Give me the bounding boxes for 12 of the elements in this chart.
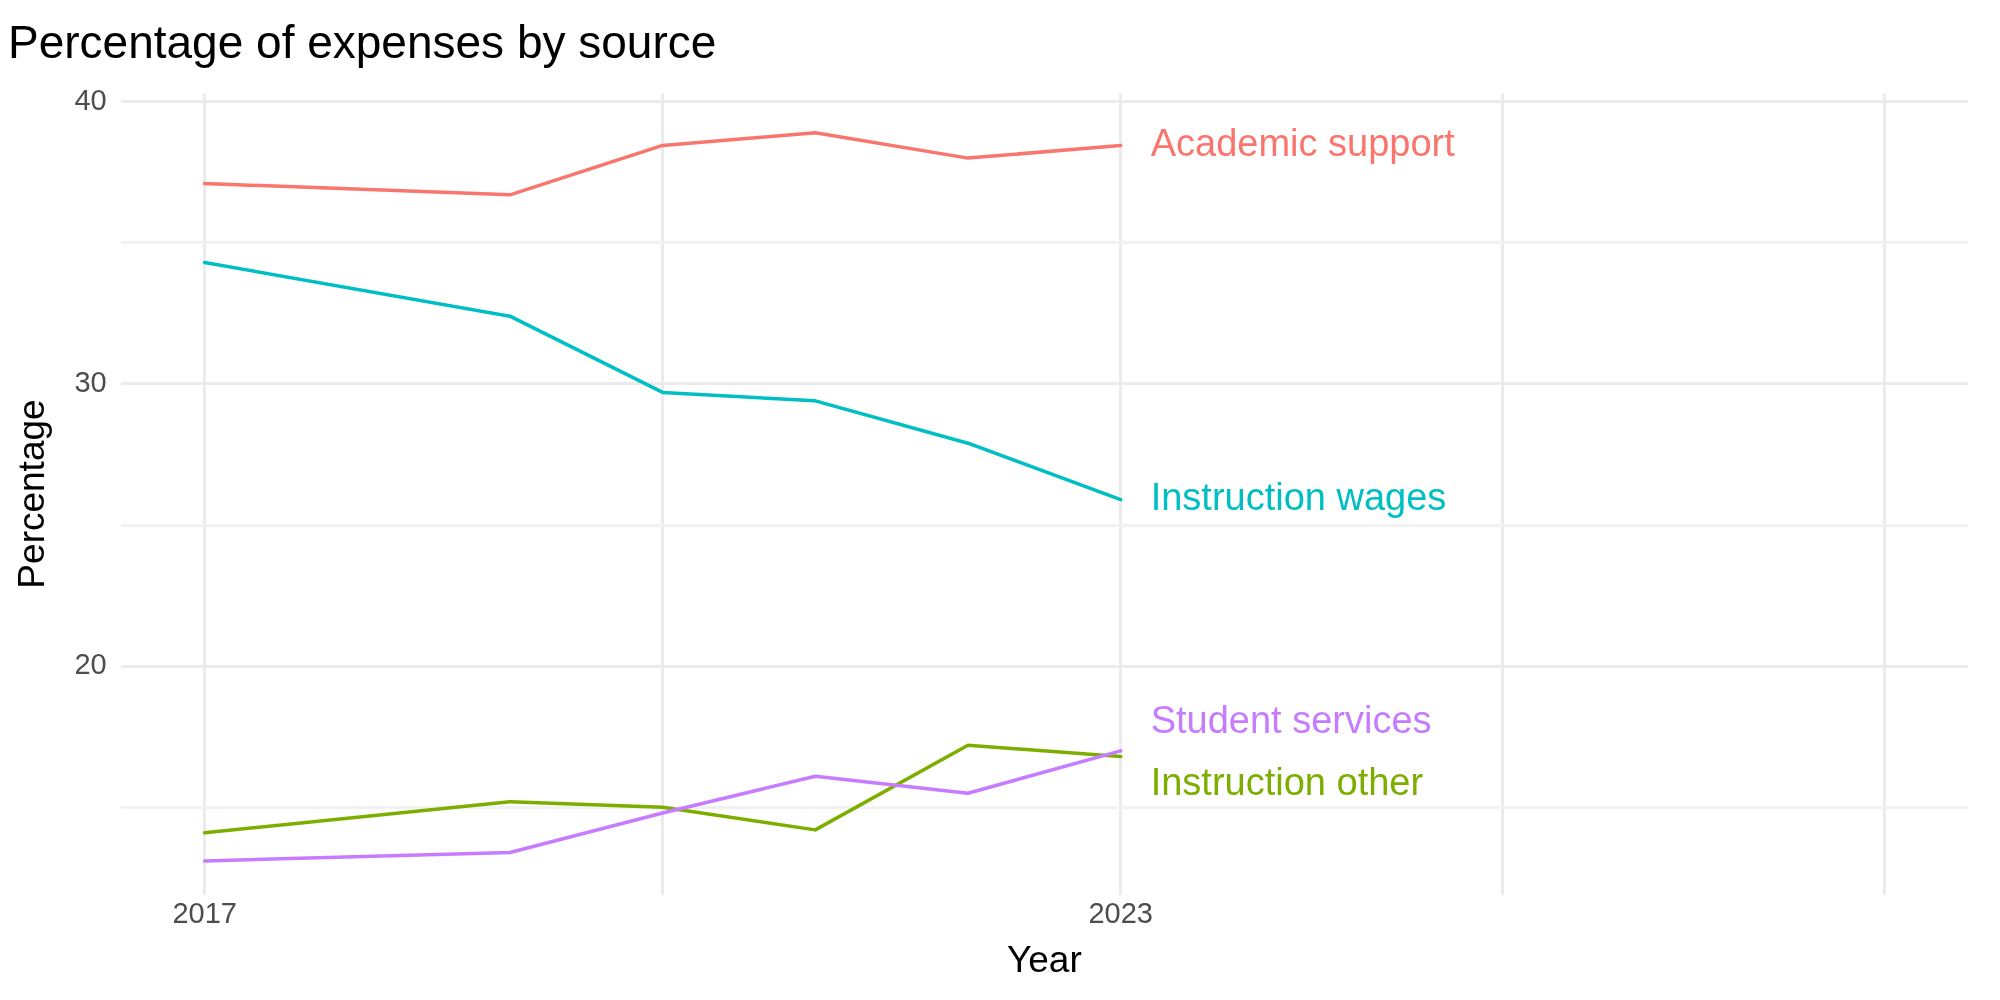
chart-title: Percentage of expenses by source (8, 16, 717, 69)
series-label: Instruction wages (1150, 476, 1447, 519)
y-tick-label: 30 (74, 365, 107, 398)
y-tick-label: 20 (74, 648, 107, 681)
y-axis-title: Percentage (11, 399, 53, 589)
series-label: Instruction other (1150, 761, 1424, 804)
y-tick-label: 40 (74, 83, 107, 116)
series-label: Student services (1150, 699, 1432, 742)
series-label: Academic support (1150, 121, 1456, 164)
x-tick-label: 2017 (172, 897, 237, 930)
x-tick-label: 2023 (1088, 897, 1153, 930)
x-axis-title: Year (1006, 939, 1082, 980)
